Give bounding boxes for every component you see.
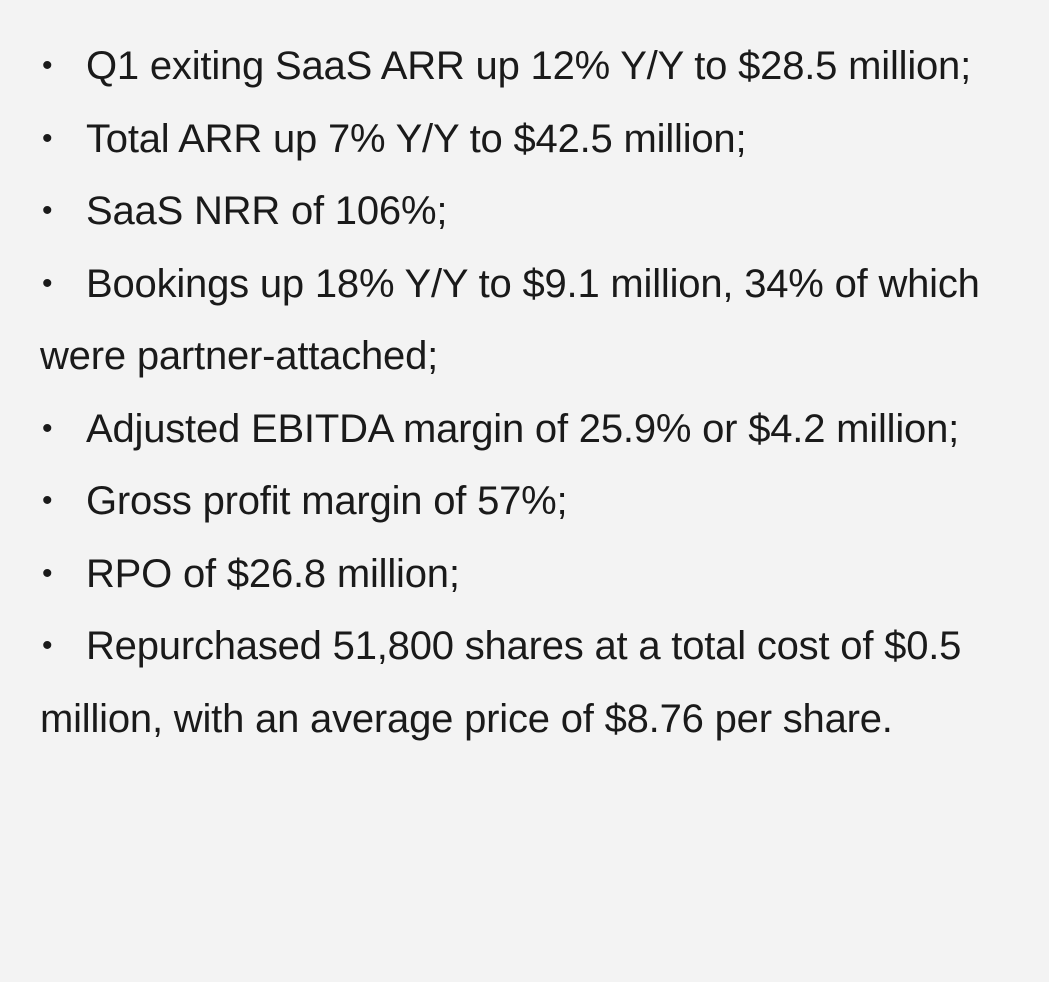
list-item: • Repurchased 51,800 shares at a total co… — [40, 610, 1019, 755]
bullet-icon: • — [42, 411, 53, 445]
highlights-list: • Q1 exiting SaaS ARR up 12% Y/Y to $28.5… — [40, 30, 1019, 755]
list-item-text: Repurchased 51,800 shares at a total cos… — [40, 624, 962, 741]
list-item-text: Gross profit margin of 57%; — [86, 479, 568, 523]
bullet-icon: • — [42, 194, 53, 227]
list-item-text: Q1 exiting SaaS ARR up 12% Y/Y to $28.5 … — [86, 44, 972, 88]
list-item-text: Total ARR up 7% Y/Y to $42.5 million; — [86, 116, 747, 161]
list-item: • SaaS NRR of 106%; — [40, 175, 1019, 248]
list-item: • Bookings up 18% Y/Y to $9.1 million, 34… — [40, 248, 1019, 393]
list-item-text: SaaS NRR of 106%; — [86, 189, 448, 233]
list-item-text: Adjusted EBITDA margin of 25.9% or $4.2 … — [86, 406, 960, 451]
list-item: • Q1 exiting SaaS ARR up 12% Y/Y to $28.5… — [40, 30, 1019, 103]
bullet-icon: • — [42, 49, 53, 82]
list-item: • RPO of $26.8 million; — [40, 538, 1019, 611]
list-item-text: RPO of $26.8 million; — [86, 551, 460, 596]
list-item-text: Bookings up 18% Y/Y to $9.1 million, 34%… — [40, 261, 980, 379]
list-item: • Gross profit margin of 57%; — [40, 465, 1019, 538]
list-item: • Total ARR up 7% Y/Y to $42.5 million; — [40, 103, 1019, 176]
list-item: • Adjusted EBITDA margin of 25.9% or $4.2… — [40, 393, 1019, 466]
bullet-icon: • — [42, 484, 53, 517]
bullet-icon: • — [42, 556, 53, 590]
bullet-icon: • — [42, 121, 53, 155]
bullet-icon: • — [42, 266, 53, 300]
bullet-icon: • — [42, 629, 53, 662]
